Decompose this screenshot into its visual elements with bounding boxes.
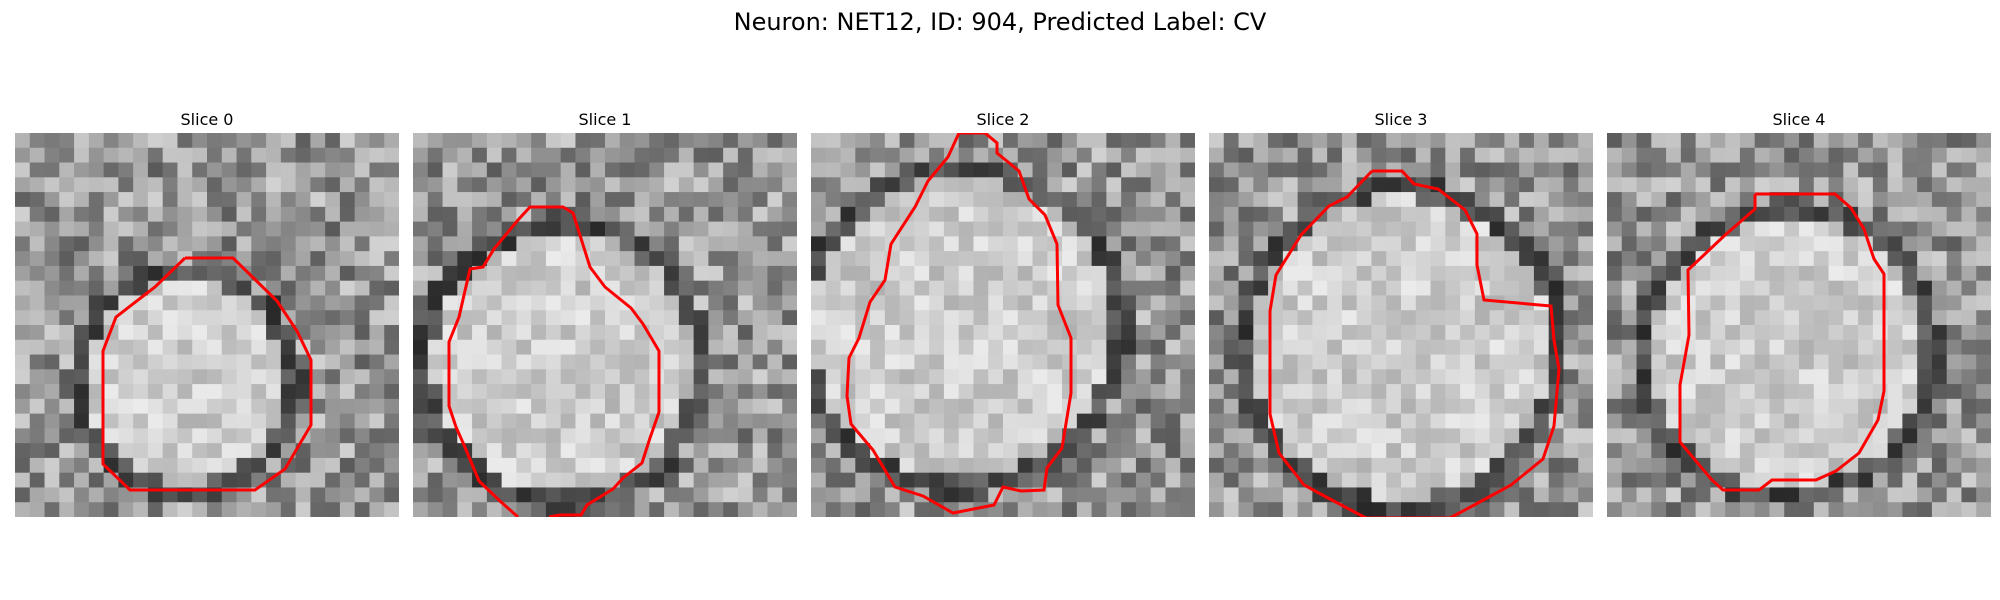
slice-panel-4: Slice 4 <box>1607 109 1991 517</box>
slice-2-svg <box>811 133 1195 517</box>
slice-panel-1: Slice 1 <box>413 109 797 517</box>
slice-title-2: Slice 2 <box>976 110 1030 129</box>
slice-1-contour <box>447 205 661 517</box>
slice-4-pixel-grid <box>1607 133 1991 517</box>
slice-3-svg <box>1209 133 1593 517</box>
slice-image-1 <box>413 133 797 517</box>
slice-panel-3: Slice 3 <box>1209 109 1593 517</box>
slice-4-contour <box>1678 192 1886 492</box>
slice-0-contour <box>101 256 313 492</box>
slice-3-contour <box>1268 169 1561 517</box>
slice-3-pixel-grid <box>1209 133 1593 517</box>
slice-image-3 <box>1209 133 1593 517</box>
slice-title-0: Slice 0 <box>180 110 234 129</box>
slice-title-4: Slice 4 <box>1772 110 1826 129</box>
slice-panel-2: Slice 2 <box>811 109 1195 517</box>
slice-image-2 <box>811 133 1195 517</box>
slice-image-4 <box>1607 133 1991 517</box>
slice-2-contour <box>845 133 1073 515</box>
slice-panel-0: Slice 0 <box>15 109 399 517</box>
slice-1-pixel-grid <box>413 133 797 517</box>
slice-0-pixel-grid <box>15 133 399 517</box>
slice-image-0 <box>15 133 399 517</box>
slice-title-3: Slice 3 <box>1374 110 1428 129</box>
slice-2-pixel-grid <box>811 133 1195 517</box>
figure-title: Neuron: NET12, ID: 904, Predicted Label:… <box>733 8 1267 36</box>
slice-title-1: Slice 1 <box>578 110 632 129</box>
slice-4-svg <box>1607 133 1991 517</box>
slice-0-svg <box>15 133 399 517</box>
slice-1-svg <box>413 133 797 517</box>
